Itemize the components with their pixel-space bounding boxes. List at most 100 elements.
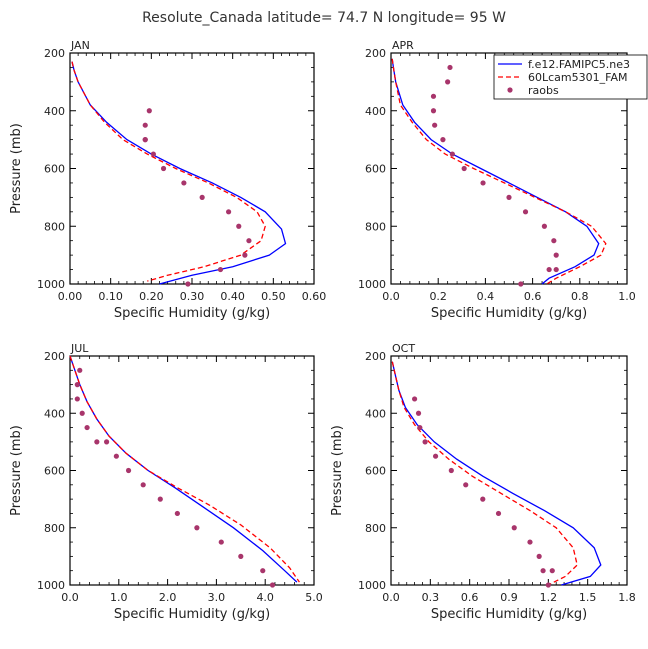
- y-tick-label: 600: [365, 163, 386, 176]
- plot-frame: [390, 355, 628, 586]
- x-tick-label: 0.9: [500, 591, 518, 604]
- y-tick-label: 800: [365, 522, 386, 535]
- x-tick-label: 0.2: [429, 290, 447, 303]
- series-line-fe12: [69, 355, 298, 583]
- raob-point: [260, 568, 266, 574]
- raob-point: [174, 510, 180, 517]
- x-tick-label: 3.0: [208, 591, 226, 604]
- x-axis-label: Specific Humidity (g/kg): [114, 607, 270, 622]
- x-tick-label: 1.0: [110, 591, 128, 604]
- x-tick-label: 1.5: [579, 591, 597, 604]
- x-tick-label: 0.6: [461, 591, 479, 604]
- panel-label: APR: [392, 39, 414, 52]
- raob-point: [541, 223, 548, 229]
- y-tick-label: 600: [365, 465, 386, 478]
- x-tick-label: 4.0: [256, 591, 274, 604]
- y-tick-label: 200: [44, 350, 65, 363]
- raob-point: [142, 122, 148, 128]
- raob-point: [432, 453, 439, 459]
- raob-point: [157, 496, 163, 502]
- raob-point: [445, 79, 451, 85]
- raob-point: [551, 238, 557, 244]
- x-tick-label: 1.8: [618, 591, 636, 604]
- x-axis-label: Specific Humidity (g/kg): [114, 306, 270, 321]
- raob-point: [440, 137, 446, 143]
- legend-label: f.e12.FAMIPC5.ne3: [528, 58, 630, 71]
- raob-point: [506, 194, 512, 200]
- x-tick-label: 0.30: [180, 290, 205, 303]
- raob-point: [181, 180, 187, 186]
- y-tick-label: 800: [365, 220, 386, 233]
- raob-point: [79, 410, 85, 416]
- raob-point: [125, 467, 132, 474]
- x-tick-label: 0.4: [477, 290, 495, 303]
- raob-point: [522, 209, 529, 215]
- x-tick-label: 0.40: [220, 290, 245, 303]
- x-tick-label: 0.8: [571, 290, 589, 303]
- raob-point: [226, 209, 232, 215]
- x-tick-label: 1.2: [540, 591, 558, 604]
- panel-apr: APR 0.0 0.2 0.4 0.6 0.8 1.0 200 400 600 800 1000 Spe…: [358, 39, 636, 321]
- series-line-60lcam: [391, 58, 607, 285]
- raob-point: [218, 539, 224, 545]
- y-tick-label: 600: [44, 465, 65, 478]
- series-line-fe12: [391, 361, 602, 586]
- legend-marker: [507, 87, 513, 93]
- x-tick-label: 0.20: [139, 290, 164, 303]
- y-tick-label: 200: [44, 47, 65, 60]
- raob-point: [417, 424, 423, 431]
- raob-point: [113, 453, 119, 459]
- x-tick-label: 0.3: [422, 591, 440, 604]
- raob-point: [430, 93, 437, 99]
- raob-point: [553, 252, 559, 258]
- panel-label: OCT: [392, 342, 415, 355]
- x-tick-label: 0.60: [302, 290, 327, 303]
- raob-point: [448, 467, 454, 474]
- x-tick-label: 2.0: [159, 591, 177, 604]
- y-axis-label: Pressure (mb): [330, 425, 345, 516]
- raob-point: [146, 108, 152, 114]
- y-tick-label: 400: [365, 407, 386, 420]
- panel-label: JAN: [70, 39, 90, 52]
- raob-point: [415, 410, 422, 416]
- panel-jan: JAN 0.00 0.10 0.20 0.30 0.40 0.50 0.60 200 400 600…: [9, 39, 326, 321]
- x-axis-label: Specific Humidity (g/kg): [431, 607, 587, 622]
- legend-label: 60Lcam5301_FAM: [528, 71, 627, 84]
- raob-point: [150, 151, 156, 157]
- series-line-60lcam: [71, 61, 266, 282]
- raob-point: [94, 439, 100, 445]
- x-tick-label: 0.50: [261, 290, 286, 303]
- x-tick-label: 0.0: [382, 591, 400, 604]
- raob-point: [480, 496, 486, 502]
- y-tick-label: 200: [365, 47, 386, 60]
- y-tick-label: 400: [44, 407, 65, 420]
- figure-title: Resolute_Canada latitude= 74.7 N longitu…: [142, 10, 506, 26]
- raob-point: [449, 151, 455, 157]
- raob-point: [495, 510, 502, 517]
- raob-point: [480, 180, 486, 186]
- legend-label: raobs: [528, 84, 559, 97]
- raob-point: [199, 194, 205, 200]
- raob-point: [74, 382, 80, 388]
- raob-point: [238, 553, 244, 559]
- raob-point: [553, 266, 559, 273]
- raob-point: [236, 223, 242, 229]
- y-tick-label: 600: [44, 163, 65, 176]
- raob-point: [430, 108, 437, 114]
- y-tick-label: 1000: [358, 278, 386, 291]
- raob-point: [545, 582, 551, 588]
- panel-jul: JUL 0.0 1.0 2.0 3.0 4.0 5.0 200 400 600 800 1000 Spe…: [9, 342, 323, 622]
- raob-point: [412, 396, 418, 402]
- raob-point: [447, 64, 453, 71]
- raob-point: [540, 568, 546, 574]
- x-axis-label: Specific Humidity (g/kg): [431, 306, 587, 321]
- y-tick-label: 1000: [37, 579, 65, 592]
- y-tick-label: 400: [44, 105, 65, 118]
- raob-point: [77, 367, 83, 373]
- x-tick-label: 5.0: [305, 591, 323, 604]
- y-tick-label: 200: [365, 350, 386, 363]
- y-axis-label: Pressure (mb): [9, 425, 24, 516]
- raob-point: [142, 137, 148, 143]
